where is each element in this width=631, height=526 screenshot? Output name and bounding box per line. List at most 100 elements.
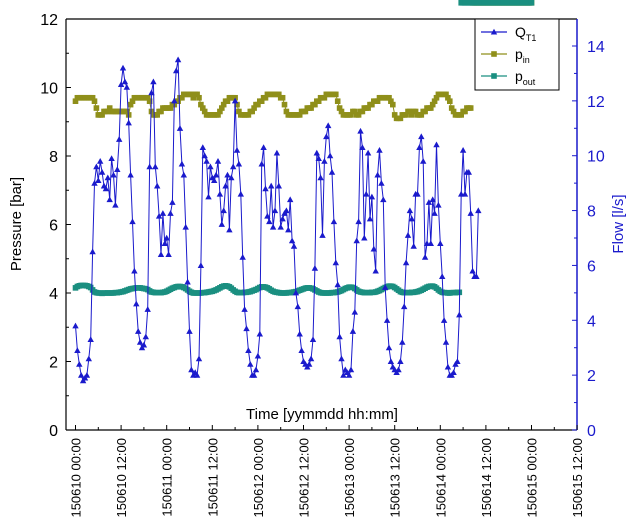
series-Q-T1-point (277, 223, 284, 230)
series-Q-T1-point (467, 210, 474, 216)
legend-label-Q-T1: QT1 (515, 24, 536, 43)
series-Q-T1-point (72, 322, 79, 329)
series-p-in-point (391, 112, 398, 118)
series-Q-T1-point (254, 352, 262, 359)
series-p-in-point (315, 98, 322, 104)
legend-label-p-out: pout (515, 68, 536, 87)
series-Q-T1-point (366, 215, 374, 222)
series-p-in-point (249, 108, 255, 115)
series-Q-T1-point (307, 355, 315, 362)
series-Q-T1-point (382, 284, 389, 290)
series-p-in-point (458, 112, 464, 118)
series-Q-T1-point (309, 336, 317, 343)
x-tick-label: 150613 12:00 (388, 438, 403, 518)
left-y-axis-title: Pressure [bar] (8, 177, 25, 271)
series-Q-T1-point (228, 174, 235, 181)
series-Q-T1-point (165, 251, 172, 258)
series-Q-T1-point (372, 267, 379, 274)
series-Q-T1-point (144, 306, 151, 312)
series-Q-T1-point (285, 226, 292, 233)
series-Q-T1-point (416, 144, 423, 151)
series-Q-T1-point (264, 212, 271, 219)
series-Q-T1-point (330, 218, 338, 225)
series-p-in-point (386, 94, 392, 101)
series-Q-T1-point (429, 196, 436, 203)
series-p-in-point (365, 105, 371, 111)
x-tick-label: 150612 00:00 (251, 438, 266, 518)
series-Q-T1-point (102, 185, 110, 192)
x-tick-label: 150612 12:00 (297, 438, 312, 518)
series-p-in-point (188, 91, 195, 98)
series-Q-T1-point (161, 240, 168, 247)
series-p-in-point (281, 101, 288, 108)
x-tick-label: 150615 00:00 (525, 438, 540, 518)
series-Q-T1-point (104, 174, 111, 181)
series-Q-T1-point (256, 330, 263, 337)
series-Q-T1-point (317, 174, 324, 181)
series-Q-T1-point (450, 369, 457, 375)
series-Q-T1-point (325, 122, 332, 129)
series-p-in-point (194, 91, 200, 98)
series-Q-T1-point (205, 193, 212, 200)
series-Q-T1-point (155, 212, 163, 219)
series-Q-T1-point (199, 144, 206, 151)
legend-label-p-in: pin (515, 46, 530, 65)
series-Q-T1-point (235, 160, 243, 167)
left-y-tick-label: 4 (49, 286, 58, 303)
series-Q-T1-point (230, 163, 237, 170)
series-Q-T1-point (287, 196, 294, 203)
series-Q-T1-point (106, 196, 113, 203)
series-Q-T1-point (188, 366, 195, 373)
series-p-in-point (72, 98, 79, 104)
series-Q-T1-point (355, 218, 362, 225)
series-p-in-point (369, 101, 375, 108)
series-p-in-point (175, 98, 181, 104)
series-Q-T1-point (473, 273, 480, 279)
series-Q-T1-point (461, 190, 469, 197)
series-Q-T1-point (328, 168, 336, 175)
series-Q-T1-point (294, 303, 301, 310)
series-Q-T1-point (159, 210, 167, 216)
series-Q-T1-point (95, 177, 102, 183)
series-p-in-point (388, 98, 394, 104)
series-Q-T1-point (247, 360, 254, 367)
series-Q-T1-point (216, 190, 224, 197)
series-Q-T1-point (98, 168, 106, 175)
series-Q-T1-point (292, 289, 300, 296)
series-Q-T1-point (378, 179, 385, 186)
series-Q-T1-point (211, 177, 218, 183)
series-Q-T1-point (157, 251, 165, 258)
series-p-in-point (201, 108, 208, 115)
series-Q-T1-point (387, 358, 395, 364)
series-p-in-point (276, 91, 282, 98)
series-p-in-point (144, 94, 151, 101)
series-p-in-point (397, 115, 404, 122)
series-p-in-point (336, 105, 343, 111)
series-p-in-point (312, 101, 318, 108)
series-p-in-point (105, 108, 111, 115)
series-p-in-point (217, 108, 223, 115)
series-Q-T1-point (454, 358, 461, 364)
series-p-in-point (234, 101, 240, 108)
left-y-tick-label: 2 (49, 355, 58, 372)
series-Q-T1-point (116, 136, 123, 142)
series-Q-T1-point (245, 347, 252, 354)
series-Q-T1-point (97, 158, 104, 164)
series-p-in-point (196, 94, 202, 101)
series-Q-T1-point (108, 155, 115, 162)
series-p-in-point (158, 108, 164, 115)
series-Q-T1-point (288, 237, 296, 244)
series-Q-T1-point (226, 226, 233, 233)
series-Q-T1-point (465, 168, 472, 175)
series-Q-T1-point (380, 196, 387, 203)
series-Q-T1-point (275, 182, 282, 189)
series-Q-T1-point (353, 237, 360, 244)
series-p-in-point (338, 108, 345, 115)
series-Q-T1-point (376, 147, 383, 153)
series-Q-T1-point (262, 185, 269, 192)
series-Q-T1-point (237, 190, 244, 197)
series-Q-T1-point (433, 141, 440, 148)
x-tick-label: 150610 00:00 (69, 438, 84, 518)
series-Q-T1-point (364, 149, 372, 156)
